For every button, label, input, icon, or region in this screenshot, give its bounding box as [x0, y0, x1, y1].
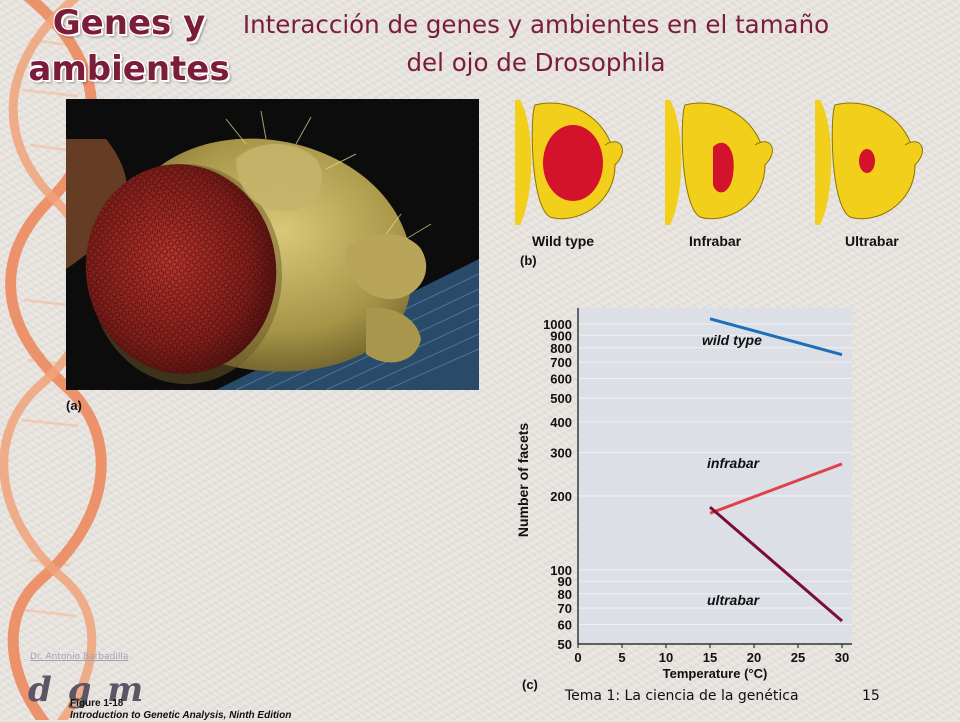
y-tick-label: 900 — [550, 328, 572, 343]
x-axis-label: Temperature (°C) — [663, 666, 768, 681]
y-tick-label: 300 — [550, 446, 572, 461]
figure-source: Introduction to Genetic Analysis, Ninth … — [70, 710, 292, 721]
y-axis-label: Number of facets — [515, 423, 531, 538]
footer-title: Tema 1: La ciencia de la genética — [565, 688, 799, 704]
eye-label-ultrabar: Ultrabar — [845, 233, 899, 249]
y-tick-label: 50 — [558, 637, 572, 652]
ultrabar-eye — [815, 100, 923, 225]
wild-type-eye — [515, 100, 623, 225]
y-tick-label: 1000 — [543, 317, 572, 332]
dgm-logo: d g m — [28, 670, 146, 710]
fly-head-photo — [66, 99, 479, 390]
x-tick-label: 25 — [791, 650, 805, 665]
y-tick-label: 800 — [550, 341, 572, 356]
slide-title: Interacción de genes y ambientes en el t… — [242, 10, 830, 77]
series-label-wild-type: wild type — [702, 332, 762, 348]
slide-number: 15 — [862, 688, 880, 704]
panel-c-label: (c) — [522, 677, 538, 692]
series-line-infrabar — [709, 462, 843, 515]
panel-b-label: (b) — [520, 253, 537, 268]
figure-caption: Figure 1-18 Introduction to Genetic Anal… — [70, 698, 291, 722]
eye-label-infrabar: Infrabar — [689, 233, 742, 249]
y-tick-label: 500 — [550, 391, 572, 406]
x-tick-label: 15 — [703, 650, 717, 665]
series-label-ultrabar: ultrabar — [707, 592, 761, 608]
panel-a-label: (a) — [66, 398, 82, 413]
y-tick-label: 200 — [550, 489, 572, 504]
eye-drawings — [515, 100, 923, 225]
series-line-ultrabar — [709, 506, 843, 623]
eye-label-wild-type: Wild type — [532, 233, 595, 249]
section-title: Genes y ambientes — [28, 3, 230, 89]
y-tick-label: 100 — [550, 563, 572, 578]
y-tick-label: 400 — [550, 415, 572, 430]
series-line-wild-type — [709, 317, 843, 357]
y-tick-label: 70 — [558, 601, 572, 616]
y-tick-label: 80 — [558, 587, 572, 602]
x-tick-label: 20 — [747, 650, 761, 665]
series-label-infrabar: infrabar — [707, 455, 761, 471]
y-tick-label: 90 — [558, 574, 572, 589]
x-tick-label: 0 — [574, 650, 581, 665]
x-tick-label: 5 — [618, 650, 625, 665]
y-tick-label: 700 — [550, 355, 572, 370]
eye-phenotype-panel: Wild type Infrabar Ultrabar (b) — [515, 95, 930, 275]
chart-svg: 5060708090100200300400500600700800900100… — [515, 308, 852, 681]
figure-number: Figure 1-18 — [70, 698, 124, 709]
x-tick-label: 30 — [835, 650, 849, 665]
x-tick-label: 10 — [659, 650, 673, 665]
y-tick-label: 600 — [550, 372, 572, 387]
y-tick-label: 60 — [558, 618, 572, 633]
author-credit-link[interactable]: Dr. Antonio Barbadilla — [30, 652, 129, 662]
infrabar-eye — [665, 100, 773, 225]
facets-temperature-chart: 50 60 70 80 90 100 200 300 400 500 600 700 800 900 100… — [512, 306, 860, 698]
